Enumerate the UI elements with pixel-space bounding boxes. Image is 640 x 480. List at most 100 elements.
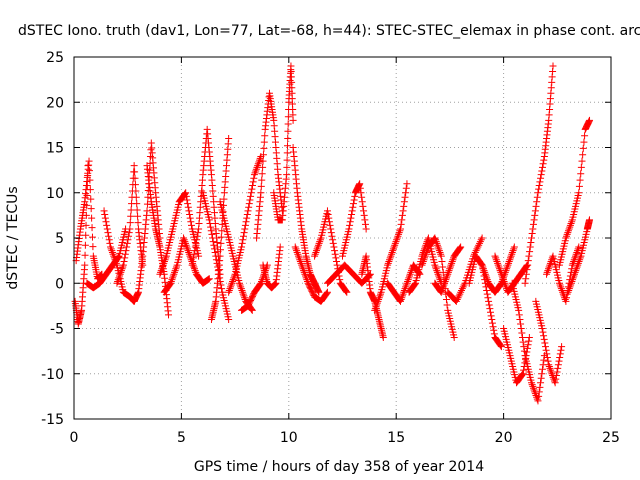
data-point bbox=[522, 270, 530, 278]
data-point bbox=[127, 212, 135, 220]
data-point bbox=[574, 261, 582, 269]
data-point bbox=[374, 297, 382, 305]
data-point bbox=[127, 206, 135, 214]
data-point bbox=[529, 384, 537, 392]
data-point bbox=[457, 288, 465, 296]
data-point bbox=[435, 272, 443, 280]
data-point bbox=[245, 203, 253, 211]
data-point bbox=[291, 243, 299, 251]
data-point bbox=[563, 230, 571, 238]
data-point bbox=[295, 254, 303, 262]
data-point bbox=[556, 281, 564, 289]
data-point bbox=[567, 281, 575, 289]
data-point bbox=[526, 243, 534, 251]
data-point bbox=[248, 306, 256, 314]
data-point bbox=[402, 281, 410, 289]
data-point bbox=[483, 276, 491, 284]
data-point bbox=[396, 225, 404, 233]
data-point bbox=[446, 263, 454, 271]
data-point bbox=[476, 239, 484, 247]
data-point bbox=[516, 315, 524, 323]
data-point bbox=[444, 270, 452, 278]
data-point bbox=[579, 144, 587, 152]
data-point bbox=[181, 238, 189, 246]
data-point bbox=[284, 142, 292, 150]
data-point bbox=[557, 285, 565, 293]
data-point bbox=[539, 328, 547, 336]
data-point bbox=[132, 187, 140, 195]
data-point bbox=[455, 245, 463, 253]
data-point bbox=[538, 365, 546, 373]
data-point bbox=[147, 146, 155, 154]
data-point bbox=[207, 227, 215, 235]
data-point bbox=[545, 263, 553, 271]
data-point bbox=[194, 229, 202, 237]
data-point bbox=[521, 279, 529, 287]
data-point bbox=[255, 158, 263, 166]
data-point bbox=[499, 274, 507, 282]
data-point bbox=[478, 261, 486, 269]
data-point bbox=[486, 308, 494, 316]
data-point bbox=[510, 243, 518, 251]
data-point bbox=[88, 224, 96, 232]
data-point bbox=[289, 116, 297, 124]
data-point bbox=[107, 245, 115, 253]
data-point bbox=[397, 296, 405, 304]
data-point bbox=[544, 265, 552, 273]
data-point bbox=[239, 232, 247, 240]
data-point bbox=[252, 167, 260, 175]
data-point bbox=[515, 311, 523, 319]
data-point bbox=[230, 272, 238, 280]
data-point bbox=[437, 250, 445, 258]
data-point bbox=[159, 261, 167, 269]
data-point bbox=[506, 256, 514, 264]
data-point bbox=[82, 221, 90, 229]
data-point bbox=[477, 236, 485, 244]
data-point bbox=[169, 272, 177, 280]
data-point bbox=[349, 203, 357, 211]
data-point bbox=[421, 254, 429, 262]
data-point bbox=[578, 157, 586, 165]
data-point bbox=[81, 261, 89, 269]
y-tick-label: 5 bbox=[55, 231, 64, 247]
data-point bbox=[246, 196, 254, 204]
data-point bbox=[258, 176, 266, 184]
data-point bbox=[423, 247, 431, 255]
data-point bbox=[237, 285, 245, 293]
data-point bbox=[88, 233, 96, 241]
data-point bbox=[241, 225, 249, 233]
data-point bbox=[497, 342, 505, 350]
y-tick-label: -5 bbox=[50, 322, 64, 338]
x-axis-title: GPS time / hours of day 358 of year 2014 bbox=[194, 459, 484, 475]
data-point bbox=[580, 138, 588, 146]
data-point bbox=[102, 218, 110, 226]
data-point bbox=[185, 207, 193, 215]
y-tick-label: 0 bbox=[55, 276, 64, 292]
data-point bbox=[218, 220, 226, 228]
data-point bbox=[296, 258, 304, 266]
data-point bbox=[256, 156, 264, 164]
data-point bbox=[131, 174, 139, 182]
data-point bbox=[105, 232, 113, 240]
data-point bbox=[545, 363, 553, 371]
data-point bbox=[574, 245, 582, 253]
data-point bbox=[193, 232, 201, 240]
data-point bbox=[283, 163, 291, 171]
data-point bbox=[442, 274, 450, 282]
data-point bbox=[254, 160, 262, 168]
data-point bbox=[312, 248, 320, 256]
data-point bbox=[160, 258, 168, 266]
data-point bbox=[534, 397, 542, 405]
data-point bbox=[158, 263, 166, 271]
data-point bbox=[531, 211, 539, 219]
data-point bbox=[528, 234, 536, 242]
data-point bbox=[171, 268, 179, 276]
data-point bbox=[483, 274, 491, 282]
data-point bbox=[487, 312, 495, 320]
data-point bbox=[329, 236, 337, 244]
data-point bbox=[391, 241, 399, 249]
data-point bbox=[547, 366, 555, 374]
data-point bbox=[297, 259, 305, 267]
data-point bbox=[492, 256, 500, 264]
data-point bbox=[566, 283, 574, 291]
